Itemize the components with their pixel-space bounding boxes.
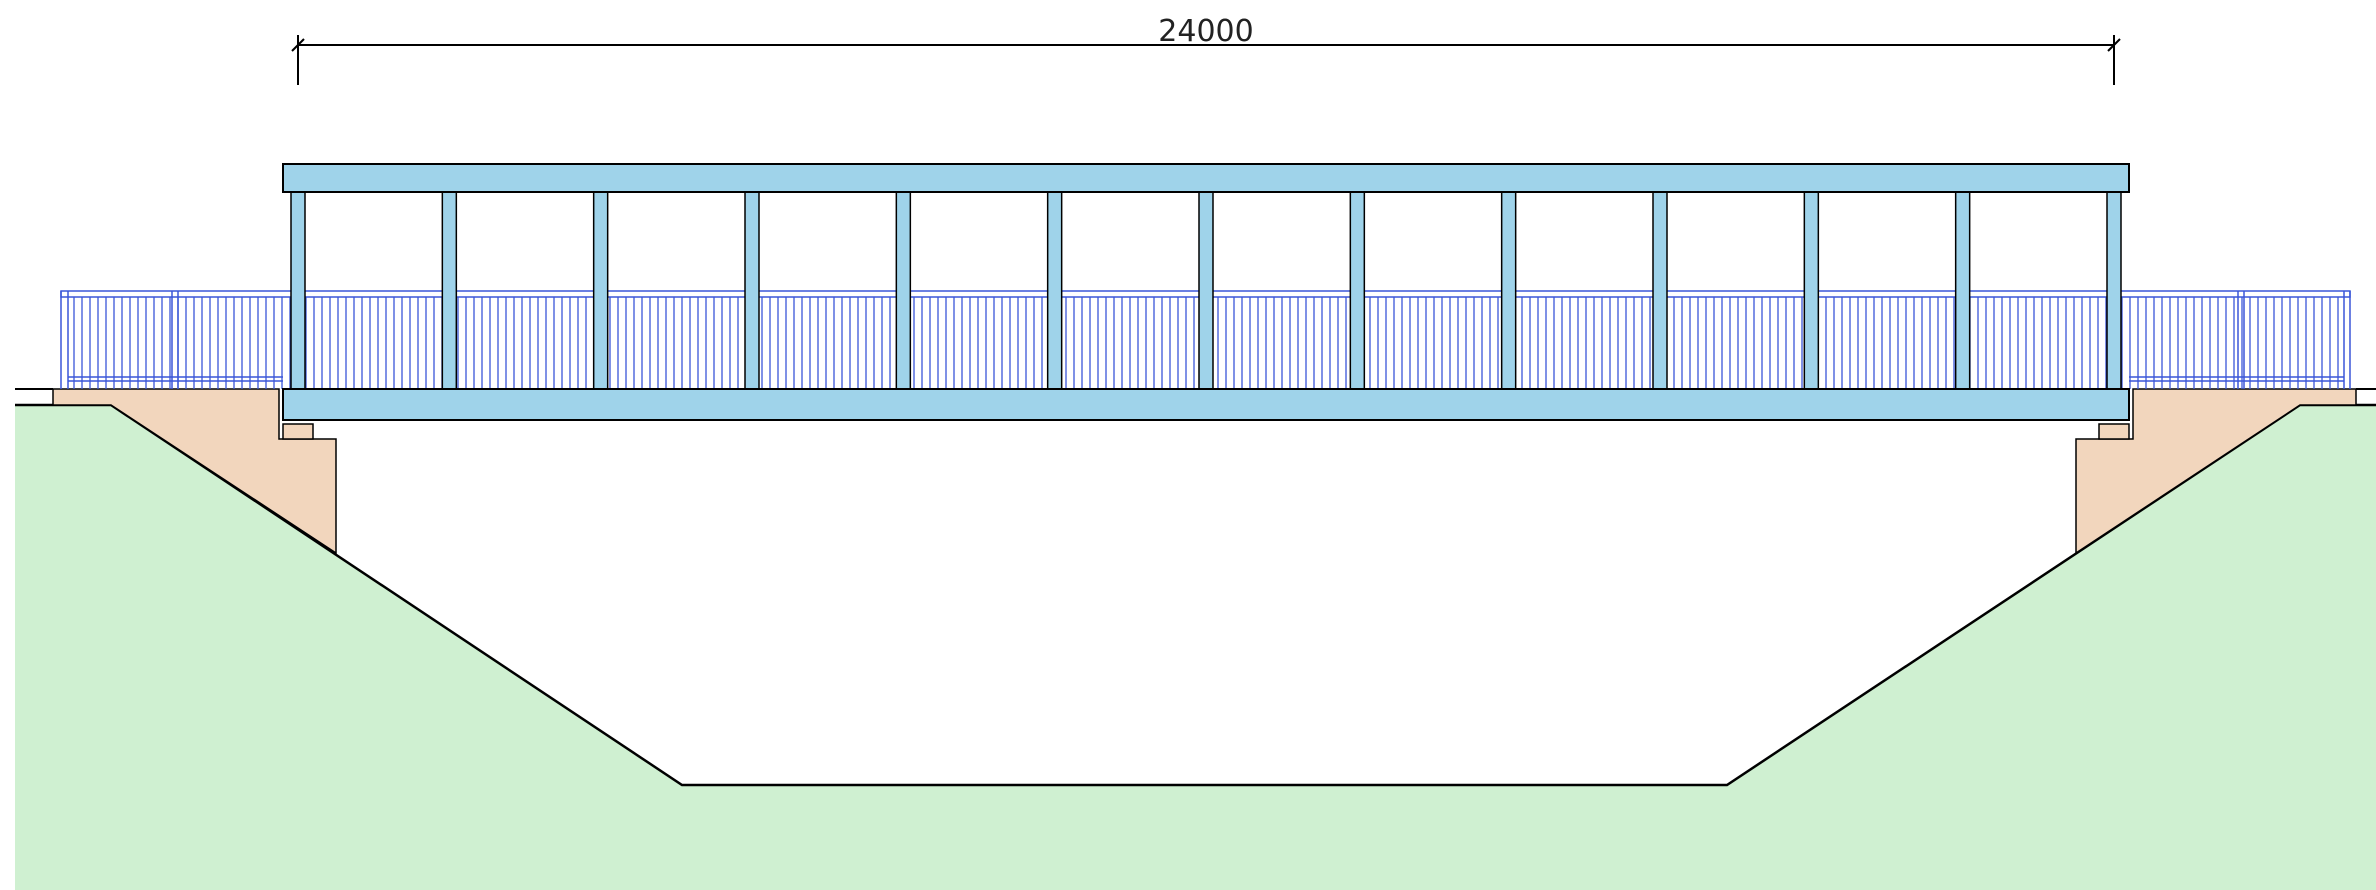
vertical-post (2106, 191, 2122, 390)
vertical-post (290, 191, 306, 390)
vertical-post (1198, 191, 1214, 390)
dimension-tick (2107, 38, 2121, 52)
dimension-tick (291, 38, 305, 52)
vertical-post (592, 191, 609, 390)
abutment-left (52, 388, 337, 555)
bearing-right (2098, 423, 2130, 440)
vertical-post (895, 191, 912, 390)
bearing-left (282, 423, 314, 440)
dimension-label: 24000 (1158, 14, 1253, 49)
vertical-post (1652, 191, 1668, 390)
vertical-post (1500, 191, 1517, 390)
vertical-post (1046, 191, 1063, 390)
ground (15, 405, 2376, 890)
vertical-post (1803, 191, 1820, 390)
vertical-post (441, 191, 458, 390)
top-chord (282, 163, 2130, 193)
deck (282, 388, 2130, 421)
vertical-post (1349, 191, 1366, 390)
posts (290, 191, 2122, 390)
vertical-post (744, 191, 760, 390)
abutment-right (2075, 388, 2357, 555)
vertical-post (1954, 191, 1971, 390)
